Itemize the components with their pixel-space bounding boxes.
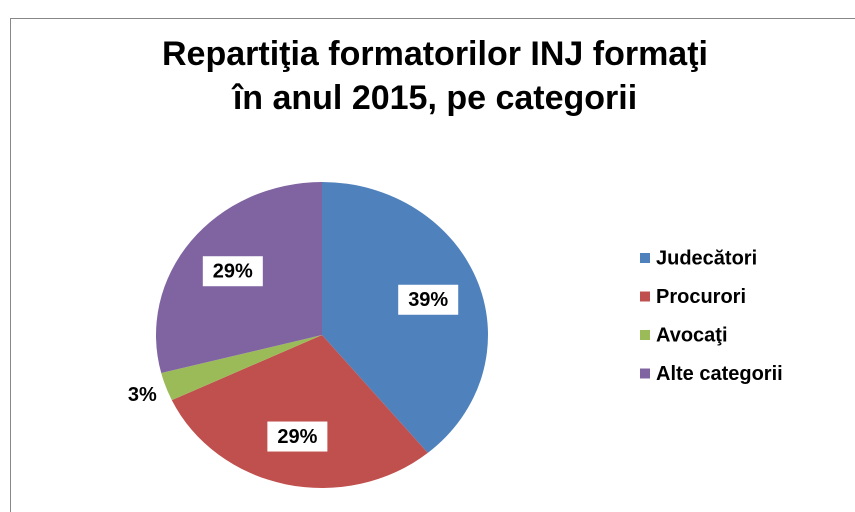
legend-label: Alte categorii — [656, 363, 783, 385]
chart-title: Repartiţia formatorilor INJ formaţi — [162, 35, 708, 73]
pie-slice — [171, 335, 428, 488]
chart-title: în anul 2015, pe categorii — [231, 79, 637, 117]
legend-label: Procurori — [656, 286, 746, 308]
pie-slice — [322, 182, 489, 453]
legend-swatch — [640, 253, 650, 263]
legend-label: Avocaţi — [656, 324, 728, 346]
data-label: 29% — [277, 426, 317, 448]
data-label-box — [398, 284, 459, 315]
data-label-box — [267, 421, 328, 452]
data-label-box — [202, 256, 263, 287]
data-label: 3% — [128, 384, 157, 406]
legend-label: Judecători — [656, 247, 757, 269]
legend-swatch — [640, 330, 650, 340]
legend-swatch — [640, 368, 650, 379]
legend-swatch — [640, 291, 650, 302]
data-label: 39% — [408, 289, 448, 311]
data-label: 29% — [213, 261, 253, 283]
pie-slice — [161, 335, 322, 401]
